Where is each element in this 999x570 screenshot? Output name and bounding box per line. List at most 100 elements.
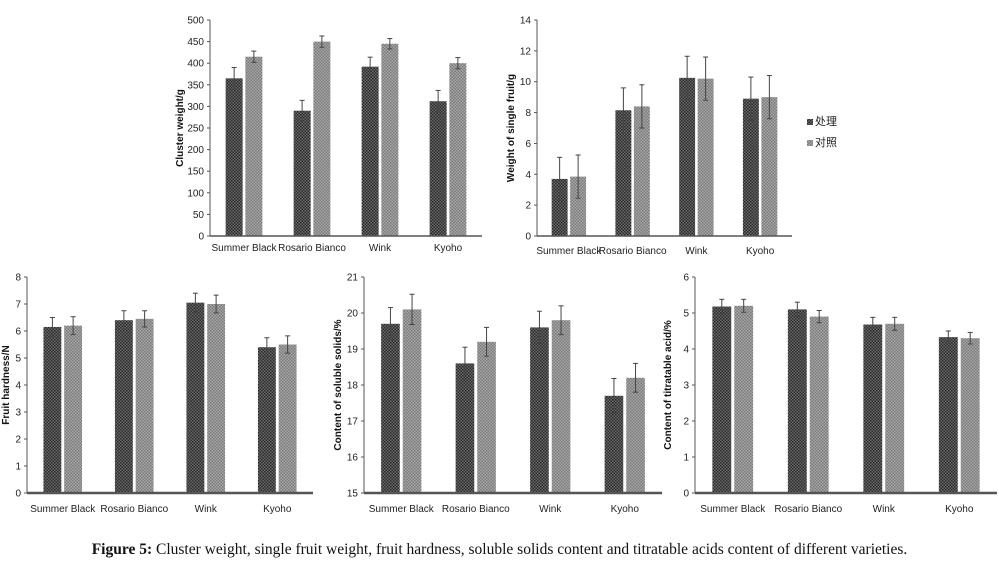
- x-tick-label: Rosario Bianco: [774, 504, 842, 515]
- legend-label: 处理: [815, 115, 837, 128]
- y-axis-label: Content of soluble solids/%: [333, 319, 344, 450]
- bar-control: [136, 319, 154, 493]
- bar-control: [734, 306, 753, 493]
- y-tick-label: 8: [525, 108, 531, 119]
- bar-control: [552, 320, 571, 493]
- figure-caption: Figure 5: Cluster weight, single fruit w…: [0, 541, 999, 559]
- x-tick-label: Wink: [539, 504, 562, 515]
- bar-treatment: [115, 320, 133, 493]
- bar-control: [698, 79, 714, 236]
- y-tick-label: 10: [520, 77, 532, 88]
- y-tick-label: 2: [15, 435, 21, 446]
- caption-label: Figure 5:: [92, 541, 152, 558]
- chart-5: 0123456Content of titratable acid/%Summe…: [663, 273, 997, 516]
- y-tick-label: 0: [525, 232, 531, 243]
- x-tick-label: Summer Black: [211, 243, 277, 254]
- bar-control: [626, 378, 645, 493]
- x-tick-label: Kyoho: [746, 246, 775, 257]
- bar-control: [245, 57, 262, 236]
- y-tick-label: 250: [187, 124, 204, 135]
- y-tick-label: 3: [15, 408, 21, 419]
- bar-treatment: [530, 327, 549, 493]
- y-axis-label: Cluster weight/g: [175, 89, 186, 167]
- y-tick-label: 200: [187, 145, 204, 156]
- y-tick-label: 14: [520, 16, 532, 27]
- y-tick-label: 6: [15, 327, 21, 338]
- bar-treatment: [381, 324, 400, 493]
- x-tick-label: Summer Black: [30, 504, 96, 515]
- bar-control: [279, 345, 297, 494]
- y-tick-label: 400: [187, 59, 204, 70]
- bar-control: [810, 317, 829, 493]
- bar-control: [885, 324, 904, 493]
- y-tick-label: 5: [15, 354, 21, 365]
- y-tick-label: 4: [525, 170, 531, 181]
- bar-control: [64, 326, 82, 493]
- y-tick-label: 500: [187, 16, 204, 27]
- bar-treatment: [43, 327, 61, 493]
- y-tick-label: 15: [347, 489, 359, 500]
- bar-control: [313, 42, 330, 236]
- bar-treatment: [430, 101, 447, 236]
- legend-swatch: [807, 140, 813, 146]
- bar-treatment: [362, 67, 379, 236]
- y-tick-label: 17: [347, 417, 359, 428]
- y-tick-label: 4: [683, 345, 689, 356]
- y-tick-label: 2: [525, 201, 531, 212]
- y-axis-label: Fruit hardness/N: [1, 345, 12, 424]
- bar-treatment: [226, 78, 243, 236]
- x-tick-label: Summer Black: [700, 504, 766, 515]
- y-tick-label: 4: [15, 381, 21, 392]
- y-tick-label: 12: [520, 46, 532, 57]
- y-tick-label: 0: [198, 232, 204, 243]
- chart-2: 0 2 4 6 8 10 12 14 Weight of single fruit/g Summe…: [506, 16, 837, 258]
- y-axis-label: Content of titratable acid/%: [663, 320, 674, 450]
- bar-treatment: [456, 363, 475, 493]
- y-tick-label: 100: [187, 188, 204, 199]
- x-tick-label: Rosario Bianco: [278, 243, 346, 254]
- bar-control: [403, 309, 422, 493]
- y-tick-label: 8: [15, 273, 21, 284]
- y-tick-label: 150: [187, 167, 204, 178]
- y-tick-label: 300: [187, 102, 204, 113]
- chart-1: 050100150200250300350400450500Cluster we…: [175, 16, 482, 255]
- bar-treatment: [939, 337, 958, 493]
- x-tick-label: Wink: [369, 243, 392, 254]
- y-tick-label: 7: [15, 300, 21, 311]
- legend-swatch: [807, 119, 813, 125]
- x-tick-label: Kyoho: [611, 504, 640, 515]
- x-tick-label: Kyoho: [263, 504, 292, 515]
- chart-3: 0 1 2 3 4 5 6 7 8 Fruit hardness/N Summer Black Ros…: [1, 273, 313, 516]
- x-tick-label: Rosario Bianco: [599, 246, 667, 257]
- legend: 处理对照: [807, 115, 837, 149]
- x-tick-label: Wink: [685, 246, 708, 257]
- x-tick-label: Rosario Bianco: [100, 504, 168, 515]
- bar-control: [207, 304, 225, 493]
- x-tick-label: Rosario Bianco: [442, 504, 510, 515]
- caption-text: Cluster weight, single fruit weight, fru…: [152, 541, 907, 558]
- y-tick-label: 20: [347, 309, 359, 320]
- bar-control: [477, 342, 496, 493]
- y-tick-label: 1: [683, 453, 689, 464]
- y-tick-label: 16: [347, 453, 359, 464]
- legend-label: 对照: [815, 135, 837, 149]
- x-tick-label: Summer Black: [369, 504, 435, 515]
- x-tick-label: Summer Black: [536, 246, 602, 257]
- y-tick-label: 0: [683, 489, 689, 500]
- y-tick-label: 0: [15, 489, 21, 500]
- x-tick-label: Wink: [873, 504, 896, 515]
- y-tick-label: 2: [683, 417, 689, 428]
- bar-treatment: [186, 303, 204, 493]
- bar-treatment: [863, 325, 882, 493]
- bar-control: [381, 44, 398, 236]
- y-tick-label: 50: [193, 210, 205, 221]
- bar-treatment: [679, 78, 695, 236]
- chart-4: 15161718192021Content of soluble solids/…: [333, 273, 662, 516]
- x-tick-label: Kyoho: [434, 243, 463, 254]
- y-tick-label: 6: [525, 139, 531, 150]
- y-tick-label: 1: [15, 462, 21, 473]
- bar-treatment: [294, 111, 311, 236]
- x-tick-label: Wink: [195, 504, 218, 515]
- figure: 050100150200250300350400450500Cluster we…: [0, 0, 999, 540]
- y-axis-label: Weight of single fruit/g: [506, 74, 517, 182]
